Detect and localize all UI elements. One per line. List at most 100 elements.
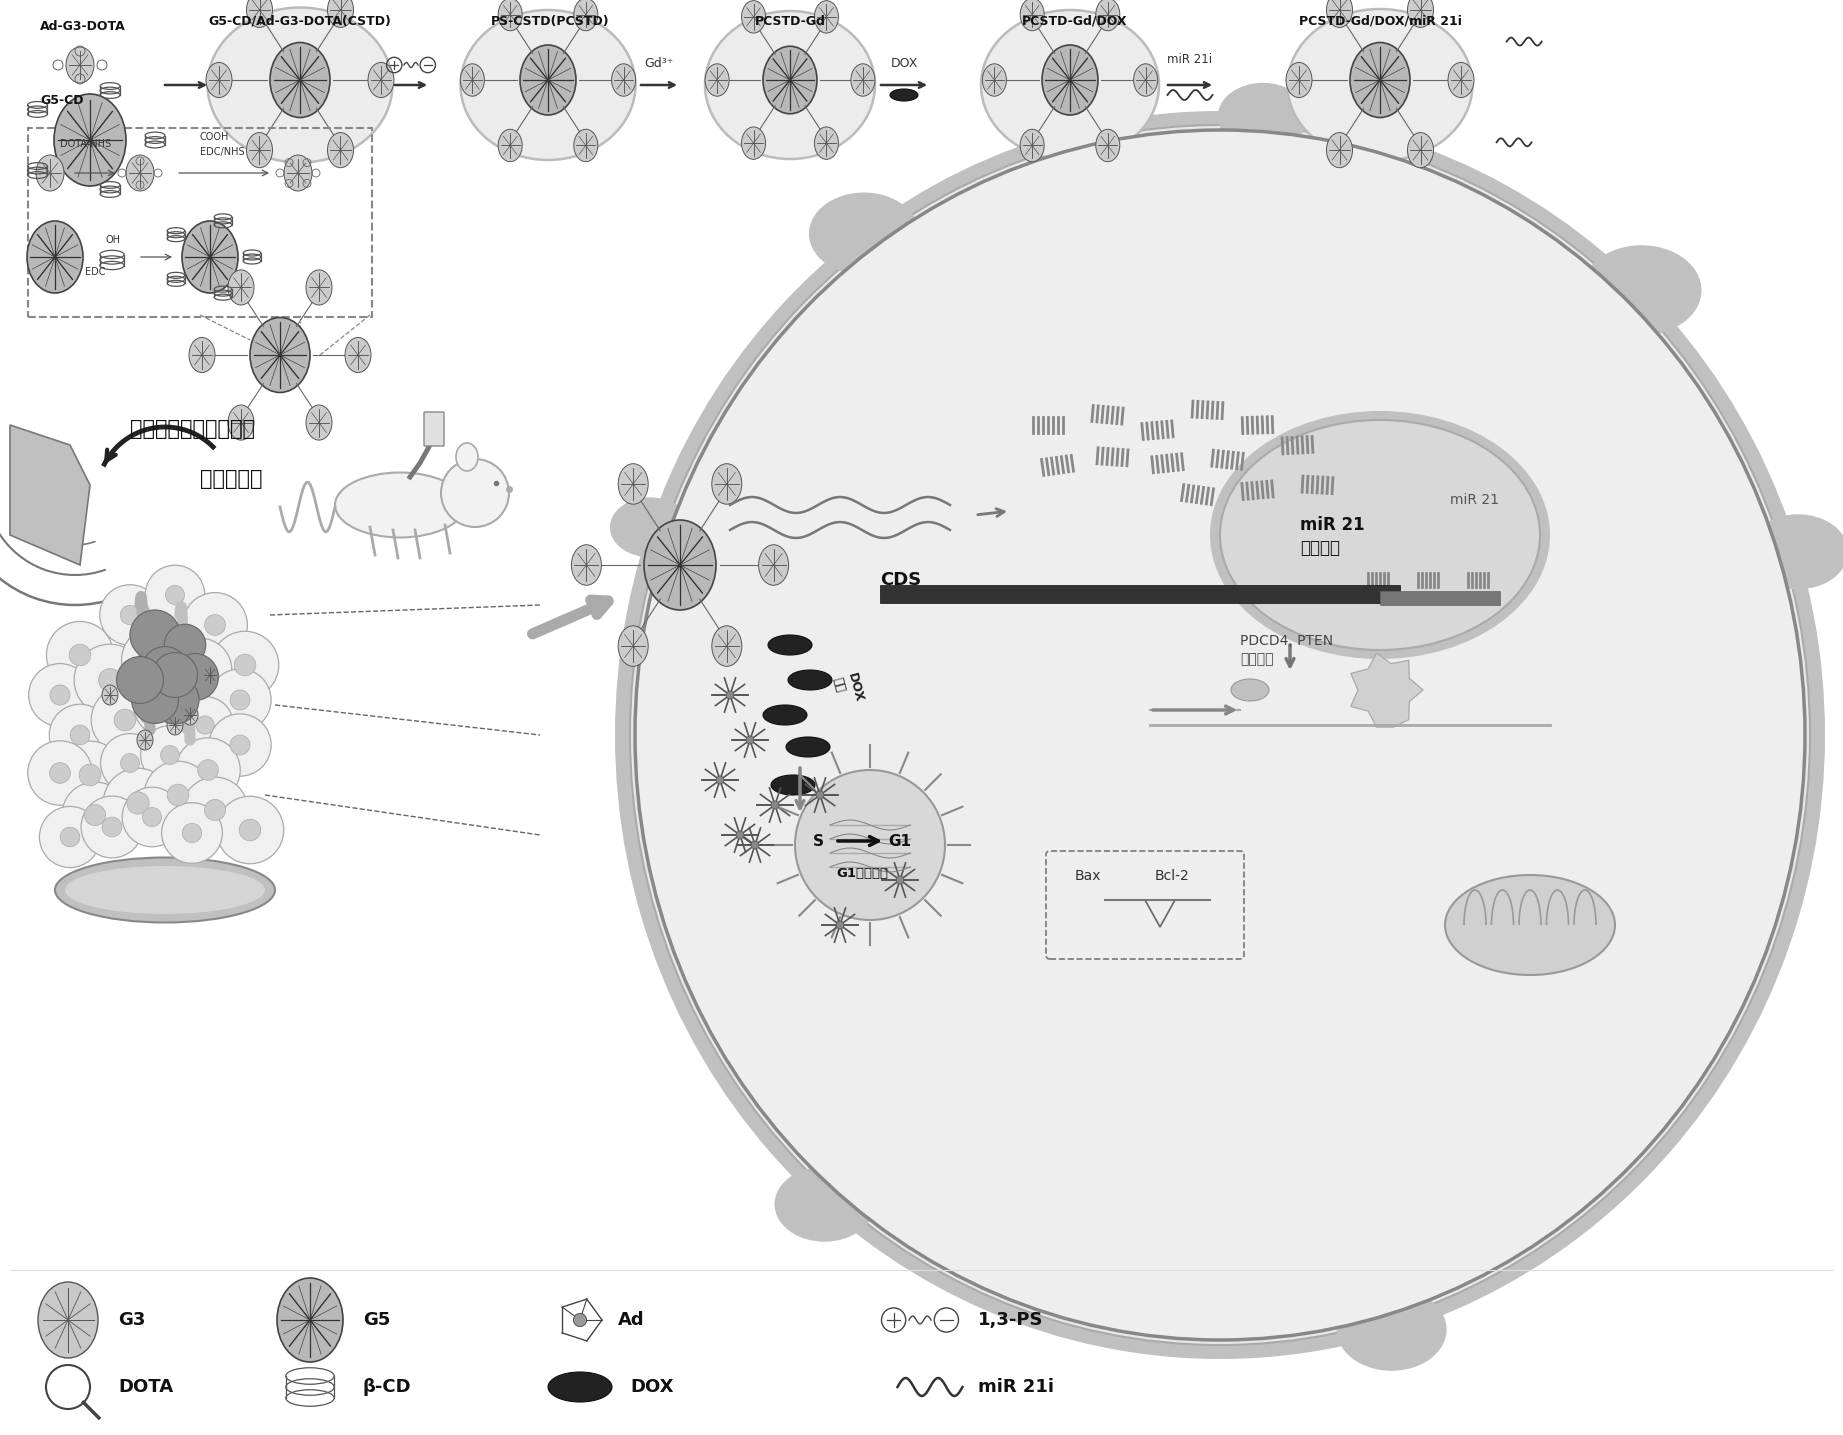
Ellipse shape <box>1408 132 1434 168</box>
Circle shape <box>55 740 123 809</box>
Bar <box>1380 591 1500 606</box>
Ellipse shape <box>1408 0 1434 27</box>
Circle shape <box>151 676 199 723</box>
Ellipse shape <box>547 1372 612 1402</box>
Circle shape <box>816 791 824 799</box>
Ellipse shape <box>335 472 464 538</box>
Text: CDS: CDS <box>879 571 922 588</box>
Circle shape <box>197 759 217 781</box>
Ellipse shape <box>306 270 332 306</box>
Circle shape <box>153 653 197 697</box>
Circle shape <box>142 808 162 827</box>
Circle shape <box>61 827 79 847</box>
Circle shape <box>234 654 256 676</box>
Text: 1,3-PS: 1,3-PS <box>979 1312 1043 1329</box>
Circle shape <box>794 771 945 920</box>
Circle shape <box>182 824 201 842</box>
Ellipse shape <box>37 155 65 191</box>
Circle shape <box>120 753 140 772</box>
Circle shape <box>116 657 164 703</box>
Circle shape <box>837 921 844 928</box>
Text: Gd³⁺: Gd³⁺ <box>645 57 675 70</box>
Circle shape <box>142 647 188 693</box>
Circle shape <box>39 806 101 868</box>
Text: COOH: COOH <box>201 132 229 142</box>
Text: EDC: EDC <box>85 267 105 277</box>
Text: miR 21: miR 21 <box>1450 494 1498 507</box>
Ellipse shape <box>498 129 522 162</box>
Circle shape <box>175 738 240 802</box>
Circle shape <box>168 639 232 702</box>
Text: G5-CD: G5-CD <box>41 93 83 106</box>
Ellipse shape <box>1327 0 1353 27</box>
Ellipse shape <box>1286 63 1312 98</box>
Circle shape <box>79 765 101 786</box>
Ellipse shape <box>617 464 649 504</box>
Text: miR 21i: miR 21i <box>979 1378 1054 1396</box>
Ellipse shape <box>711 464 741 504</box>
Ellipse shape <box>571 545 601 585</box>
Ellipse shape <box>612 63 636 96</box>
Ellipse shape <box>284 155 311 191</box>
Circle shape <box>127 792 149 814</box>
Circle shape <box>133 673 197 736</box>
Ellipse shape <box>785 738 829 758</box>
Polygon shape <box>1351 653 1423 728</box>
Text: PS-CSTD(PCSTD): PS-CSTD(PCSTD) <box>490 14 610 29</box>
Ellipse shape <box>890 89 918 100</box>
Circle shape <box>746 736 754 743</box>
Ellipse shape <box>182 221 238 293</box>
Ellipse shape <box>65 865 265 914</box>
Circle shape <box>155 695 175 715</box>
Ellipse shape <box>461 10 636 159</box>
Ellipse shape <box>345 337 370 373</box>
Ellipse shape <box>1220 420 1541 650</box>
Circle shape <box>752 841 759 850</box>
Ellipse shape <box>206 63 232 98</box>
Circle shape <box>90 686 158 753</box>
Ellipse shape <box>208 7 393 162</box>
Circle shape <box>182 593 247 657</box>
Ellipse shape <box>982 63 1006 96</box>
Ellipse shape <box>789 670 831 690</box>
Circle shape <box>70 644 90 666</box>
Ellipse shape <box>328 0 354 27</box>
Circle shape <box>440 459 509 527</box>
Circle shape <box>131 676 179 723</box>
Ellipse shape <box>1133 63 1157 96</box>
Ellipse shape <box>306 405 332 441</box>
Ellipse shape <box>573 129 597 162</box>
Ellipse shape <box>1288 9 1473 161</box>
Polygon shape <box>9 425 90 565</box>
Ellipse shape <box>711 626 741 666</box>
Bar <box>879 585 1401 603</box>
Ellipse shape <box>247 0 273 27</box>
Ellipse shape <box>616 110 1825 1359</box>
Ellipse shape <box>328 132 354 168</box>
Ellipse shape <box>190 337 216 373</box>
Ellipse shape <box>851 63 875 96</box>
Circle shape <box>131 610 181 660</box>
Text: OH: OH <box>105 235 120 245</box>
Ellipse shape <box>1218 83 1309 151</box>
Ellipse shape <box>1336 1289 1447 1370</box>
Ellipse shape <box>1581 245 1701 336</box>
Circle shape <box>230 690 251 710</box>
Text: G1: G1 <box>888 834 912 848</box>
Circle shape <box>190 660 210 680</box>
Circle shape <box>240 819 262 841</box>
Ellipse shape <box>815 0 839 33</box>
Circle shape <box>208 713 271 776</box>
Text: β-CD: β-CD <box>363 1378 411 1396</box>
Ellipse shape <box>247 132 273 168</box>
Ellipse shape <box>455 443 477 471</box>
Ellipse shape <box>763 705 807 725</box>
Circle shape <box>46 621 114 689</box>
Ellipse shape <box>770 775 815 795</box>
Ellipse shape <box>815 126 839 159</box>
Ellipse shape <box>182 705 197 725</box>
Text: 结合位点: 结合位点 <box>1299 540 1340 557</box>
Text: PDCD4, PTEN: PDCD4, PTEN <box>1240 634 1332 649</box>
Circle shape <box>120 606 140 624</box>
Text: DOX: DOX <box>630 1378 673 1396</box>
